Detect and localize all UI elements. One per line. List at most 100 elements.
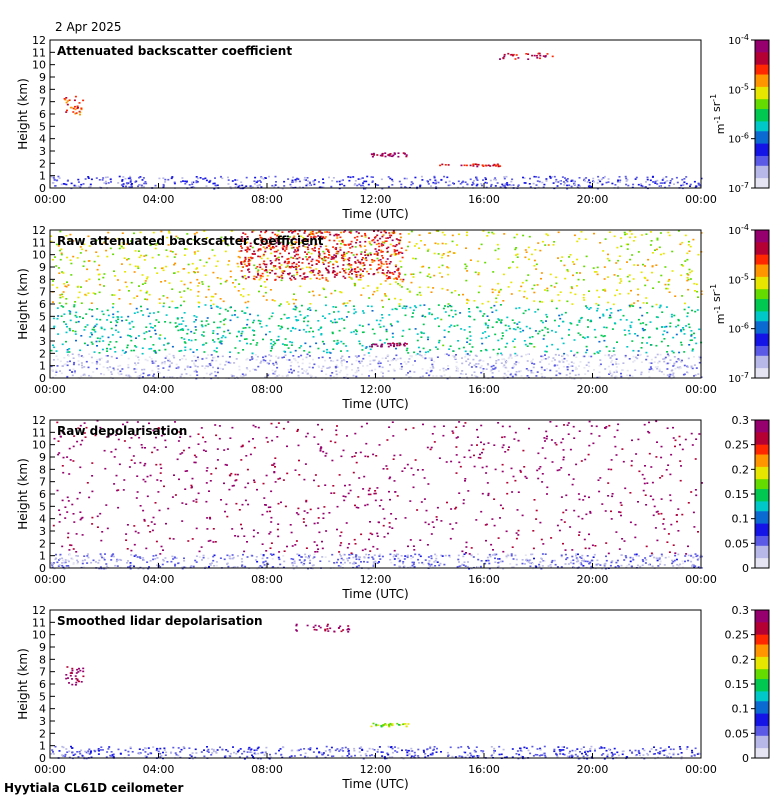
heatmap-cell: [435, 375, 438, 377]
heatmap-cell: [513, 322, 516, 324]
heatmap-cell: [66, 100, 69, 102]
heatmap-cell: [441, 264, 444, 267]
heatmap-cell: [471, 346, 474, 348]
heatmap-cell: [330, 359, 333, 362]
heatmap-cell: [449, 250, 451, 253]
heatmap-cell: [361, 373, 364, 376]
heatmap-cell: [275, 242, 278, 244]
heatmap-cell: [183, 300, 186, 303]
heatmap-cell: [518, 290, 521, 292]
heatmap-cell: [106, 347, 108, 350]
y-tick-label: 11: [32, 46, 46, 59]
heatmap-cell: [138, 375, 141, 377]
heatmap-cell: [240, 250, 243, 252]
heatmap-cell: [357, 355, 360, 357]
heatmap-cell: [486, 315, 489, 317]
heatmap-cell: [176, 325, 179, 327]
colorbar-segment: [755, 348, 769, 352]
heatmap-cell: [304, 239, 307, 241]
heatmap-cell: [563, 424, 565, 426]
x-tick-label: 00:00: [34, 193, 66, 206]
heatmap-cell: [397, 557, 400, 560]
heatmap-cell: [149, 244, 152, 247]
heatmap-cell: [184, 368, 186, 371]
heatmap-cell: [369, 363, 372, 365]
heatmap-cell: [405, 349, 408, 352]
heatmap-cell: [429, 366, 432, 369]
heatmap-cell: [356, 184, 359, 187]
heatmap-cell: [233, 566, 236, 568]
heatmap-cell: [423, 304, 426, 306]
heatmap-cell: [644, 186, 647, 188]
heatmap-cell: [455, 365, 458, 368]
heatmap-cell: [514, 58, 517, 60]
heatmap-cell: [671, 178, 674, 180]
heatmap-cell: [495, 360, 498, 362]
heatmap-cell: [589, 561, 592, 564]
heatmap-cell: [281, 270, 284, 272]
heatmap-cell: [380, 249, 383, 252]
heatmap-cell: [223, 558, 226, 561]
heatmap-cell: [598, 371, 601, 374]
heatmap-cell: [106, 309, 109, 312]
heatmap-cell: [367, 556, 370, 559]
heatmap-cell: [162, 367, 165, 369]
heatmap-cell: [291, 562, 294, 564]
heatmap-cell: [231, 557, 234, 560]
heatmap-cell: [333, 254, 336, 256]
heatmap-cell: [549, 175, 551, 178]
heatmap-cell: [238, 283, 241, 285]
heatmap-cell: [347, 273, 350, 276]
heatmap-cell: [549, 273, 552, 276]
colorbar-segment: [755, 91, 769, 95]
heatmap-cell: [303, 176, 306, 179]
heatmap-cell: [607, 354, 610, 357]
heatmap-cell: [473, 180, 475, 182]
heatmap-cell: [573, 353, 576, 356]
heatmap-cell: [472, 163, 475, 166]
heatmap-cell: [619, 181, 621, 183]
heatmap-cell: [217, 367, 220, 370]
heatmap-cell: [212, 303, 215, 306]
colorbar-frame: [754, 229, 770, 379]
heatmap-cell: [258, 179, 261, 182]
heatmap-cell: [353, 236, 356, 239]
heatmap-cell: [607, 253, 609, 256]
heatmap-cell: [284, 250, 286, 252]
heatmap-cell: [494, 177, 497, 179]
heatmap-cell: [282, 272, 285, 275]
heatmap-cell: [672, 372, 675, 375]
heatmap-cell: [218, 313, 221, 315]
heatmap-cell: [357, 369, 360, 372]
colorbar-segment: [755, 123, 769, 127]
heatmap-cell: [388, 314, 391, 316]
heatmap-cell: [456, 324, 459, 327]
heatmap-cell: [372, 293, 374, 296]
heatmap-cell: [533, 175, 536, 178]
heatmap-cell: [399, 559, 402, 562]
heatmap-cell: [173, 356, 176, 359]
heatmap-cell: [291, 232, 294, 234]
heatmap-cell: [404, 186, 407, 188]
heatmap-cell: [693, 364, 696, 366]
heatmap-cell: [629, 556, 632, 559]
heatmap-cell: [656, 367, 659, 370]
heatmap-cell: [128, 375, 131, 378]
heatmap-cell: [60, 253, 63, 256]
heatmap-cell: [255, 344, 258, 346]
heatmap-cell: [532, 358, 534, 361]
heatmap-cell: [387, 237, 389, 239]
heatmap-cell: [164, 557, 167, 559]
colorbar-segment: [755, 304, 769, 308]
heatmap-cell: [474, 374, 477, 377]
heatmap-cell: [359, 556, 361, 558]
heatmap-cell: [238, 184, 241, 187]
heatmap-cell: [205, 342, 208, 344]
heatmap-cell: [66, 496, 69, 499]
heatmap-cell: [68, 554, 71, 556]
heatmap-cell: [512, 328, 515, 330]
heatmap-cell: [85, 280, 88, 282]
heatmap-cell: [440, 554, 443, 557]
heatmap-cell: [466, 337, 469, 340]
heatmap-cell: [604, 368, 607, 370]
